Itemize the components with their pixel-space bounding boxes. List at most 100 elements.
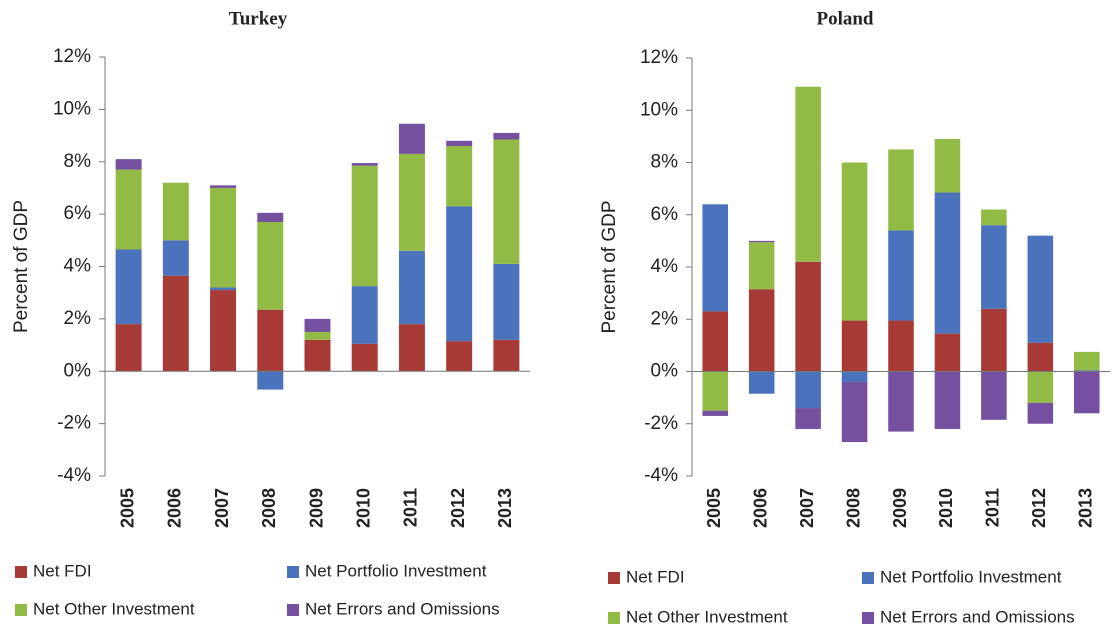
y-tick-label: 10%: [640, 99, 678, 120]
x-tick-label: 2005: [117, 488, 137, 528]
bar-segment: [888, 149, 914, 231]
bar-segment: [888, 230, 914, 321]
y-tick-label: 0%: [64, 360, 92, 381]
bar-segment: [493, 139, 520, 264]
x-tick-label: 2006: [165, 488, 185, 528]
bar-segment: [795, 371, 821, 409]
bar-segment: [888, 371, 914, 432]
legend-swatch: [287, 566, 299, 578]
legend-swatch: [608, 612, 620, 624]
bar-segment: [748, 289, 775, 372]
legend-label: Net Other Investment: [626, 607, 788, 626]
x-tick-label: 2007: [797, 488, 817, 528]
bar-segment: [210, 185, 237, 188]
legend-label: Net FDI: [626, 567, 685, 586]
y-tick-label: 12%: [53, 46, 91, 67]
legend-label: Net FDI: [33, 561, 92, 580]
y-tick-label: -4%: [57, 465, 91, 486]
bar-segment: [748, 371, 775, 394]
bar-segment: [210, 290, 237, 372]
x-tick-label: 2010: [936, 488, 956, 528]
bar-segment: [115, 249, 142, 325]
bar-segment: [841, 162, 868, 321]
bar-segment: [841, 381, 868, 443]
bar-segment: [841, 320, 868, 372]
bar-segment: [351, 163, 378, 166]
y-tick-label: 4%: [64, 256, 92, 277]
bar-segment: [934, 192, 961, 334]
x-tick-label: 2009: [890, 488, 910, 528]
legend-swatch: [862, 612, 874, 624]
bar-segment: [210, 287, 237, 291]
bar-segment: [351, 343, 378, 372]
bar-segment: [934, 138, 961, 193]
bar-segment: [702, 311, 728, 372]
bar-segment: [162, 275, 189, 372]
x-tick-label: 2010: [353, 488, 373, 528]
x-tick-label: 2012: [448, 488, 468, 528]
legend-label: Net Portfolio Investment: [305, 561, 487, 580]
bar-segment: [795, 261, 821, 372]
bar-segment: [934, 333, 961, 372]
bar-segment: [702, 204, 728, 312]
bar-segment: [257, 221, 284, 310]
bar-segment: [934, 371, 961, 429]
legend-swatch: [287, 604, 299, 616]
x-tick-label: 2006: [750, 488, 770, 528]
y-tick-label: 0%: [651, 361, 679, 382]
x-tick-label: 2009: [306, 488, 326, 528]
bar-segment: [351, 286, 378, 344]
bar-segment: [748, 240, 775, 243]
x-tick-label: 2005: [704, 488, 724, 528]
y-tick-label: 6%: [64, 203, 92, 224]
bar-segment: [493, 339, 520, 372]
bar-segment: [1074, 351, 1100, 371]
bar-segment: [304, 318, 331, 332]
chart-title: Poland: [816, 8, 873, 29]
bar-segment: [702, 410, 728, 416]
bar-segment: [398, 153, 425, 251]
bar-segment: [398, 250, 425, 325]
bar-segment: [257, 309, 284, 372]
x-tick-label: 2007: [212, 488, 232, 528]
bar-segment: [351, 165, 378, 287]
bar-segment: [446, 206, 473, 342]
bar-segment: [1074, 370, 1100, 372]
y-axis-label: Percent of GDP: [11, 200, 32, 333]
y-tick-label: 12%: [640, 47, 678, 68]
bar-segment: [981, 371, 1007, 420]
bar-segment: [981, 308, 1007, 372]
bar-segment: [446, 146, 473, 207]
bar-segment: [162, 240, 189, 276]
x-tick-label: 2012: [1029, 488, 1049, 528]
y-tick-label: -4%: [644, 465, 678, 486]
x-tick-label: 2011: [401, 488, 421, 527]
y-tick-label: -2%: [57, 413, 91, 434]
bar-segment: [795, 408, 821, 429]
bar-segment: [493, 263, 520, 340]
bar-segment: [257, 371, 284, 390]
legend-swatch: [15, 604, 27, 616]
bar-segment: [304, 339, 331, 372]
y-axis-label: Percent of GDP: [599, 200, 620, 333]
x-tick-label: 2008: [843, 488, 863, 528]
y-tick-label: 8%: [64, 151, 92, 172]
bar-segment: [702, 371, 728, 411]
bar-segment: [841, 371, 868, 382]
y-tick-label: 2%: [64, 308, 92, 329]
bar-segment: [493, 132, 520, 140]
legend-swatch: [862, 572, 874, 584]
bar-segment: [981, 225, 1007, 309]
x-tick-label: 2013: [1076, 488, 1096, 528]
bar-segment: [981, 209, 1007, 226]
bar-segment: [162, 182, 189, 241]
bar-segment: [304, 331, 331, 340]
bar-segment: [748, 242, 775, 290]
y-tick-label: 10%: [53, 98, 91, 119]
legend-label: Net Other Investment: [33, 599, 195, 618]
bar-segment: [1027, 371, 1054, 403]
bar-segment: [446, 341, 473, 372]
bar-segment: [1027, 342, 1054, 372]
legend-label: Net Errors and Omissions: [880, 607, 1075, 626]
